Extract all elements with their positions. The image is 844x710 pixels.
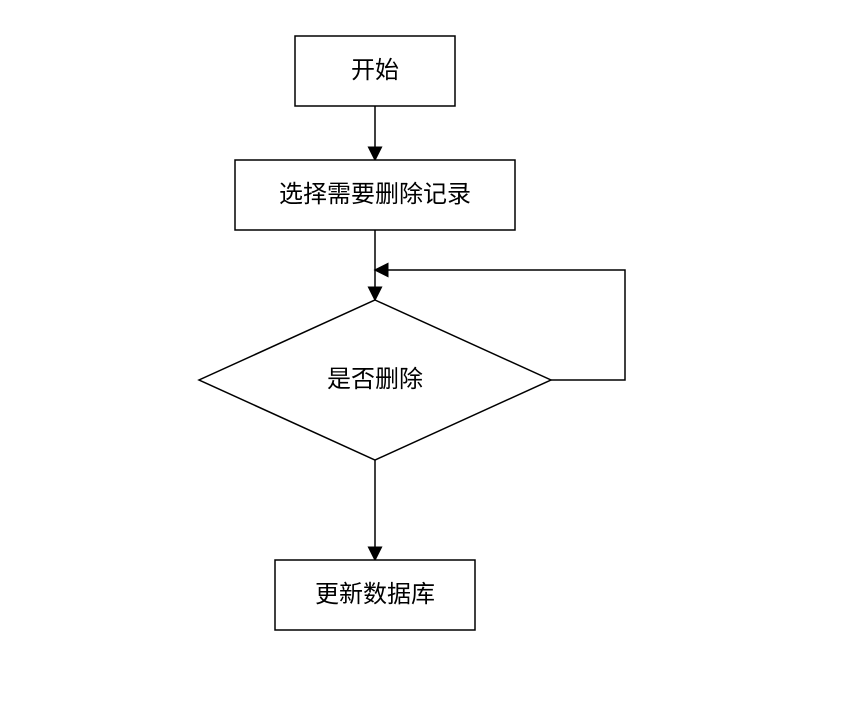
- node-select-label: 选择需要删除记录: [279, 181, 471, 208]
- node-start-label: 开始: [351, 57, 399, 84]
- node-start: 开始: [295, 36, 455, 106]
- node-select: 选择需要删除记录: [235, 160, 515, 230]
- node-decide-label: 是否删除: [327, 366, 423, 393]
- node-update: 更新数据库: [275, 560, 475, 630]
- node-decide: 是否删除: [199, 300, 551, 460]
- node-update-label: 更新数据库: [315, 581, 435, 608]
